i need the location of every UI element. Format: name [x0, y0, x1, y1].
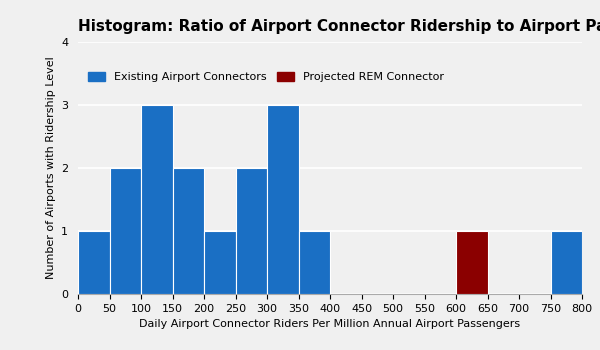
Bar [267, 105, 299, 294]
Bar [456, 231, 487, 294]
Bar [299, 231, 330, 294]
Legend: Existing Airport Connectors, Projected REM Connector: Existing Airport Connectors, Projected R… [83, 68, 448, 87]
Bar [173, 168, 204, 294]
Y-axis label: Number of Airports with Ridership Level: Number of Airports with Ridership Level [46, 57, 56, 279]
X-axis label: Daily Airport Connector Riders Per Million Annual Airport Passengers: Daily Airport Connector Riders Per Milli… [139, 319, 521, 329]
Bar [551, 231, 582, 294]
Bar [110, 168, 141, 294]
Bar [204, 231, 235, 294]
Bar [78, 231, 110, 294]
Bar [235, 168, 267, 294]
Text: Histogram: Ratio of Airport Connector Ridership to Airport Passengers: Histogram: Ratio of Airport Connector Ri… [78, 19, 600, 34]
Bar [141, 105, 173, 294]
